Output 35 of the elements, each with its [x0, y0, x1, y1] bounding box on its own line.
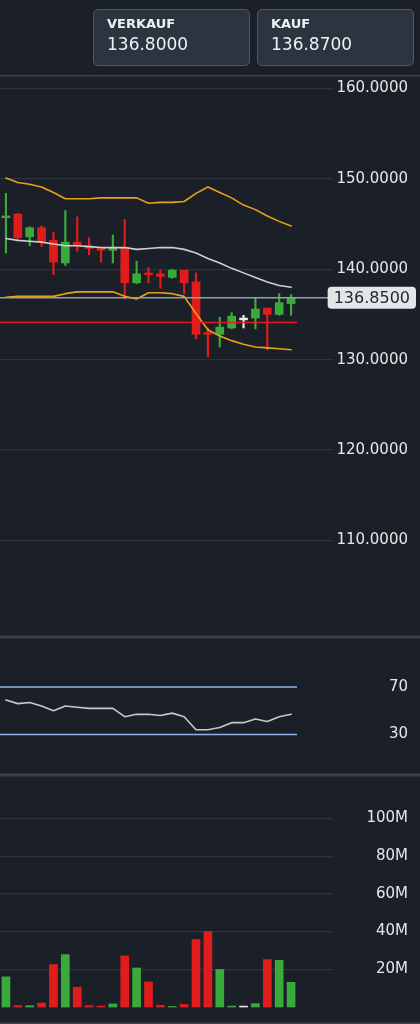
bar — [37, 1002, 46, 1008]
bar — [156, 1005, 165, 1008]
bar — [274, 959, 284, 1008]
y-tick-label: 100M — [366, 808, 408, 827]
y-tick-label: 80M — [375, 846, 408, 864]
bar — [72, 986, 82, 1008]
bar — [49, 964, 58, 1008]
ref-line-label: 136.8500 — [333, 287, 410, 307]
y-tick-label: 110.0000 — [336, 530, 408, 549]
text: VERKAUF — [107, 16, 177, 31]
text: 136.8700 — [271, 34, 354, 54]
y-tick-label: 150.0000 — [336, 168, 408, 187]
bar — [262, 959, 272, 1008]
bar — [120, 955, 130, 1008]
bar — [1, 976, 11, 1008]
text: KAUF — [271, 16, 312, 31]
y-tick-label: 70 — [388, 676, 408, 695]
y-tick-label: 120.0000 — [336, 439, 408, 458]
y-tick-label: 30 — [388, 724, 408, 743]
bar — [215, 969, 225, 1008]
bar — [132, 967, 141, 1008]
y-tick-label: 20M — [375, 959, 408, 978]
y-tick-label: 160.0000 — [336, 78, 408, 97]
candlestick — [251, 297, 260, 330]
y-tick-label: 130.0000 — [336, 349, 408, 368]
bar — [286, 981, 296, 1008]
y-tick-label: 140.0000 — [336, 259, 408, 278]
y-tick-label: 60M — [375, 883, 408, 902]
bar — [203, 931, 213, 1008]
bar — [144, 981, 153, 1008]
bar — [191, 939, 201, 1008]
text: 136.8000 — [107, 34, 190, 54]
y-tick-label: 40M — [375, 921, 408, 940]
bar — [61, 954, 70, 1008]
bar — [251, 1003, 260, 1008]
